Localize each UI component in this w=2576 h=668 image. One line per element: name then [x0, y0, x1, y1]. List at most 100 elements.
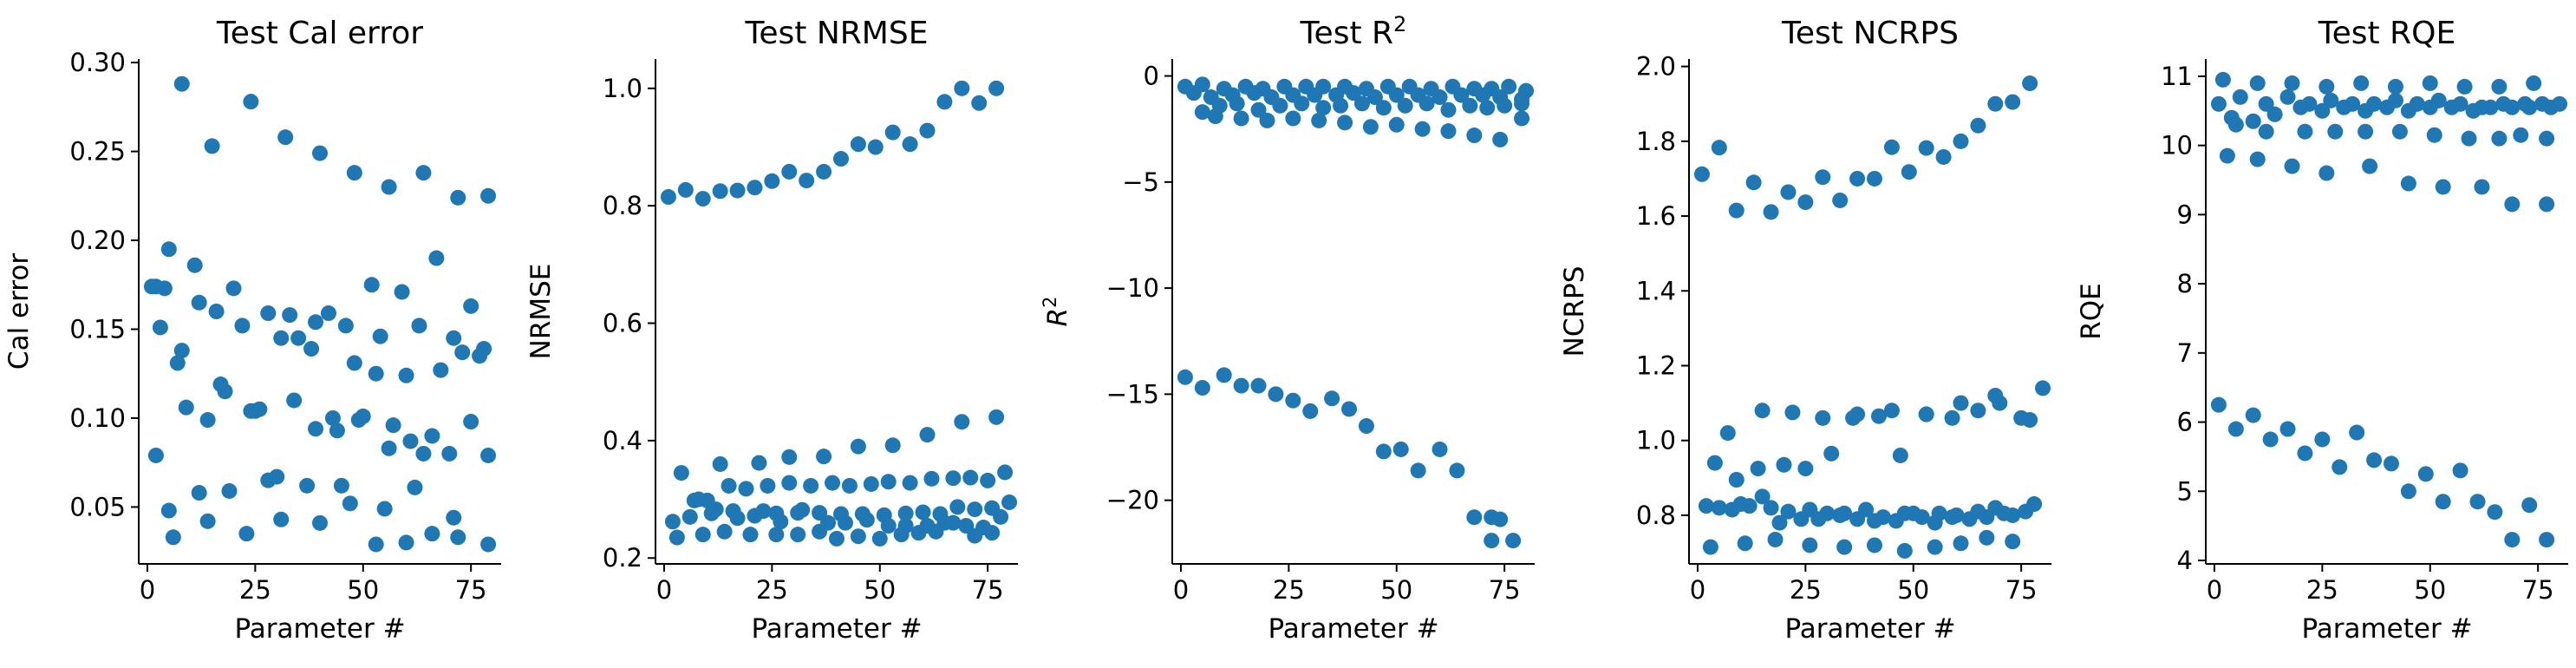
scatter-point [1870, 408, 1887, 424]
scatter-point [217, 383, 233, 400]
scatter-point [1979, 509, 1995, 526]
scatter-point [2539, 130, 2555, 147]
scatter-point [2292, 99, 2309, 115]
scatter-point [463, 414, 479, 430]
scatter-point [415, 445, 432, 462]
scatter-point [441, 445, 458, 462]
scatter-point [273, 330, 290, 346]
scatter-point [2279, 421, 2296, 437]
scatter-point [1823, 445, 1840, 462]
scatter-point [884, 124, 901, 141]
x-axis-label: Parameter # [1784, 613, 1955, 645]
scatter-point [1514, 110, 1530, 127]
scatter-point [799, 173, 815, 189]
scatter-point [1272, 97, 1288, 114]
scatter-point [945, 514, 962, 531]
subplot-2: Test NRMSE 0 25 50 75 0.2 0.4 0.6 0.8 1.0 Paramete… [525, 16, 1018, 645]
scatter-point [308, 314, 324, 331]
scatter-point [825, 475, 841, 491]
scatter-point [902, 475, 918, 491]
scatter-point [2426, 127, 2442, 143]
scatter-point [450, 189, 466, 206]
y-tick-label: 0.20 [69, 226, 126, 255]
scatter-point [721, 477, 737, 494]
scatter-point [1514, 95, 1530, 112]
scatter-point [1466, 509, 1483, 526]
scatter-point [299, 477, 316, 494]
scatter-point [1453, 87, 1470, 103]
chart-title: Test NRMSE [745, 16, 929, 51]
scatter-point [2391, 123, 2408, 140]
scatter-point [273, 511, 290, 527]
scatter-point [1194, 104, 1210, 121]
scatter-point [755, 503, 772, 520]
x-tick-label: 25 [2306, 575, 2338, 605]
scatter-point [1693, 166, 1710, 182]
scatter-point [928, 523, 944, 540]
scatter-point [1866, 170, 1882, 187]
scatter-point [923, 470, 940, 487]
scatter-point [971, 95, 988, 111]
scatter-point [411, 318, 427, 334]
scatter-point [1698, 498, 1714, 514]
scatter-point [381, 179, 397, 195]
scatter-point [781, 449, 798, 465]
scatter-point [143, 278, 160, 295]
scatter-point [980, 472, 996, 488]
scatter-point [424, 526, 440, 542]
scatter-point [2400, 102, 2416, 119]
scatter-point [2018, 503, 2034, 520]
scatter-point [1268, 386, 1284, 403]
y-tick-label: 1.8 [1636, 127, 1676, 156]
scatter-point [2400, 175, 2416, 192]
x-tick-label: 50 [1897, 575, 1929, 605]
scatter-point [290, 330, 307, 346]
scatter-point [2005, 534, 2021, 550]
scatter-point [2521, 497, 2538, 514]
x-tick-label: 25 [1273, 575, 1305, 605]
scatter-point [1233, 377, 1249, 394]
scatter-point [480, 447, 497, 463]
scatter-point [2232, 88, 2248, 105]
y-tick-label: 4 [2177, 546, 2193, 575]
scatter-point [1866, 537, 1882, 553]
x-axis-label: Parameter # [1268, 613, 1438, 645]
scatter-point [1392, 441, 1409, 457]
scatter-point [2400, 483, 2416, 500]
scatter-point [871, 530, 888, 547]
scatter-point [238, 526, 255, 542]
scatter-point [243, 94, 259, 110]
scatter-point [1987, 388, 2004, 403]
scatter-point [2474, 179, 2490, 195]
y-axis-label: NCRPS [1559, 266, 1590, 357]
scatter-point [2443, 99, 2460, 115]
scatter-point [2521, 99, 2538, 115]
scatter-point [695, 527, 711, 543]
scatter-point [988, 80, 1005, 96]
x-tick-label: 50 [1380, 575, 1412, 605]
scatter-point [1987, 95, 2004, 112]
scatter-point [708, 501, 724, 518]
scatter-point [191, 294, 207, 311]
scatter-point [850, 136, 866, 153]
scatter-point [1767, 531, 1784, 547]
scatter-point [1737, 535, 1753, 552]
scatter-point [2227, 421, 2244, 437]
scatter-point [1479, 100, 1496, 116]
scatter-point [2383, 455, 2399, 472]
scatter-point [768, 527, 785, 543]
scatter-point [2539, 196, 2555, 213]
scatter-point [286, 392, 303, 409]
scatter-point [841, 477, 858, 494]
scatter-point [398, 367, 414, 383]
y-tick-label: 1.6 [1636, 201, 1676, 231]
scatter-point [1797, 194, 1814, 211]
scatter-point [1918, 406, 1934, 422]
scatter-point [2227, 116, 2244, 133]
y-tick-label: 1.4 [1636, 276, 1676, 305]
scatter-point [368, 536, 384, 553]
scatter-point [1346, 85, 1361, 102]
scatter-point [1259, 112, 1275, 128]
scatter-point [1750, 461, 1766, 477]
scatter-point [812, 523, 828, 540]
